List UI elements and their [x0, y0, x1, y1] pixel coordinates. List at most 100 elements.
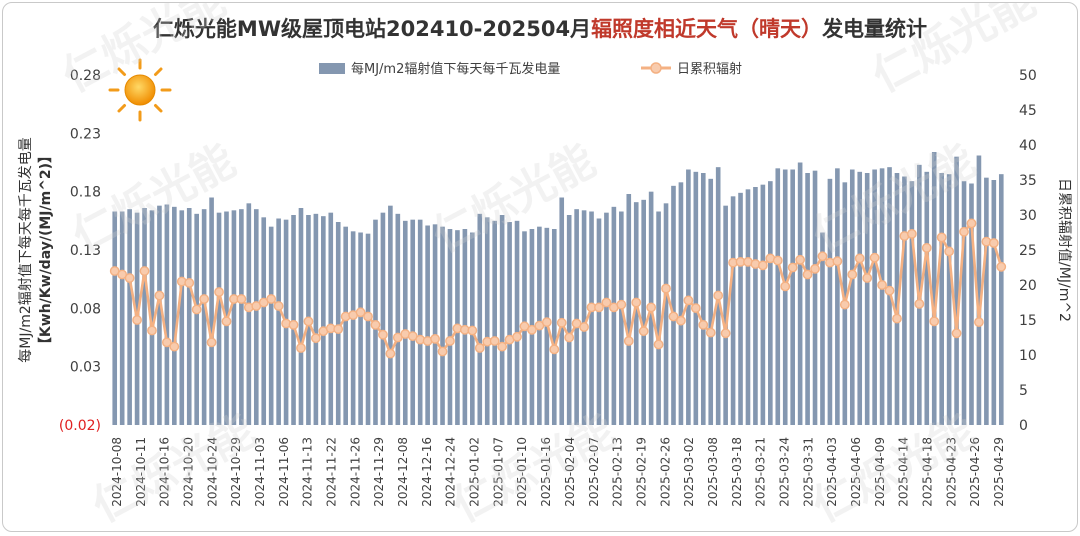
bar [738, 192, 743, 425]
line-point [988, 238, 999, 248]
line-point [690, 303, 701, 313]
y-axis-title-left-2: 【Kwh/Kw/day/(MJ/m^2)】 [38, 149, 54, 351]
line-point [757, 260, 768, 271]
x-tick-label: 2024-11-29 [372, 437, 386, 507]
line-point [154, 290, 165, 301]
line-series [109, 218, 1007, 359]
line-point [653, 339, 664, 350]
x-tick-label: 2025-03-08 [706, 437, 720, 507]
x-tick-label: 2025-04-29 [992, 437, 1006, 507]
bar [700, 173, 706, 425]
bar [619, 211, 624, 425]
line-point [191, 304, 202, 315]
bar [447, 229, 453, 425]
bar [611, 206, 617, 425]
line-point [959, 226, 969, 237]
bar [410, 219, 416, 425]
x-tick-label: 2024-10-20 [182, 437, 196, 507]
y-left-tick-label: 0.08 [70, 301, 101, 317]
line-point [929, 316, 940, 327]
x-tick-label: 2024-12-24 [444, 437, 458, 507]
bar [671, 185, 676, 425]
line-point [169, 341, 180, 352]
bar [313, 213, 319, 425]
line-point [996, 261, 1007, 272]
bar [879, 168, 885, 425]
bar [388, 205, 393, 425]
bar [365, 233, 371, 425]
y-right-tick-label: 20 [1019, 278, 1037, 294]
legend-line-label: 日累积辐射 [677, 61, 742, 77]
line-point [862, 273, 873, 283]
line-point [936, 232, 947, 243]
line-point [847, 269, 858, 280]
bar [179, 210, 185, 425]
bar [194, 213, 199, 425]
bar [276, 218, 281, 425]
y-right-tick-label: 45 [1019, 103, 1037, 119]
sun-icon [108, 58, 172, 122]
x-tick-label: 2025-04-03 [825, 437, 839, 507]
bar [358, 232, 363, 425]
bar [589, 211, 594, 425]
bar [835, 168, 840, 425]
bar [782, 169, 788, 425]
legend-bar-label: 每MJ/m2辐射值下每天每千瓦发电量 [351, 61, 560, 77]
bar [723, 205, 728, 425]
bar [172, 206, 177, 425]
y-axis-title-left-1: 每MJ/m2辐射值下每天每千瓦发电量 [18, 137, 34, 362]
bar [425, 225, 430, 425]
line-point [623, 336, 634, 346]
x-tick-label: 2025-01-02 [468, 437, 482, 507]
bar [581, 210, 587, 425]
line-point [214, 287, 224, 297]
bar [432, 224, 438, 425]
bar [827, 178, 833, 425]
line-point [497, 341, 508, 352]
line-point [676, 315, 686, 326]
line-point [147, 325, 157, 336]
x-tick-label: 2024-11-22 [325, 437, 339, 507]
bar [395, 213, 401, 425]
line-point [966, 218, 977, 229]
x-tick-label: 2025-04-18 [921, 437, 935, 507]
x-tick-label: 2024-12-16 [420, 437, 434, 507]
x-tick-label: 2025-02-13 [611, 437, 625, 507]
line-point [445, 336, 455, 346]
x-tick-label: 2025-02-07 [587, 437, 601, 507]
bar [745, 189, 751, 425]
line-point [221, 316, 232, 327]
bar [969, 183, 974, 425]
line-point [661, 283, 671, 294]
line-point [869, 252, 880, 263]
line-point [839, 299, 850, 310]
y-right-tick-label: 10 [1019, 348, 1037, 364]
line-point [877, 280, 887, 290]
y-right-tick-label: 5 [1019, 383, 1028, 399]
x-tick-label: 2025-04-09 [873, 437, 887, 507]
line-point [817, 251, 828, 262]
line-point [974, 317, 984, 327]
x-tick-label: 2025-02-04 [563, 437, 577, 507]
bar [261, 217, 267, 425]
line-point [854, 253, 865, 264]
bar [492, 220, 497, 425]
bar [298, 208, 304, 425]
y-left-tick-label: (0.02) [59, 418, 101, 434]
line-point [914, 298, 925, 309]
bar [768, 181, 773, 425]
x-tick-label: 2024-10-29 [229, 437, 243, 507]
bar [708, 178, 714, 425]
bar [477, 213, 483, 425]
line-point [303, 316, 314, 327]
bar [931, 152, 937, 425]
bar [157, 205, 162, 425]
bar [678, 182, 684, 425]
bar [507, 222, 512, 425]
line-point [698, 319, 709, 330]
line-point [795, 254, 806, 265]
x-tick-label: 2025-02-19 [634, 437, 648, 507]
x-tick-label: 2025-01-10 [515, 437, 529, 507]
line-point [184, 277, 195, 288]
